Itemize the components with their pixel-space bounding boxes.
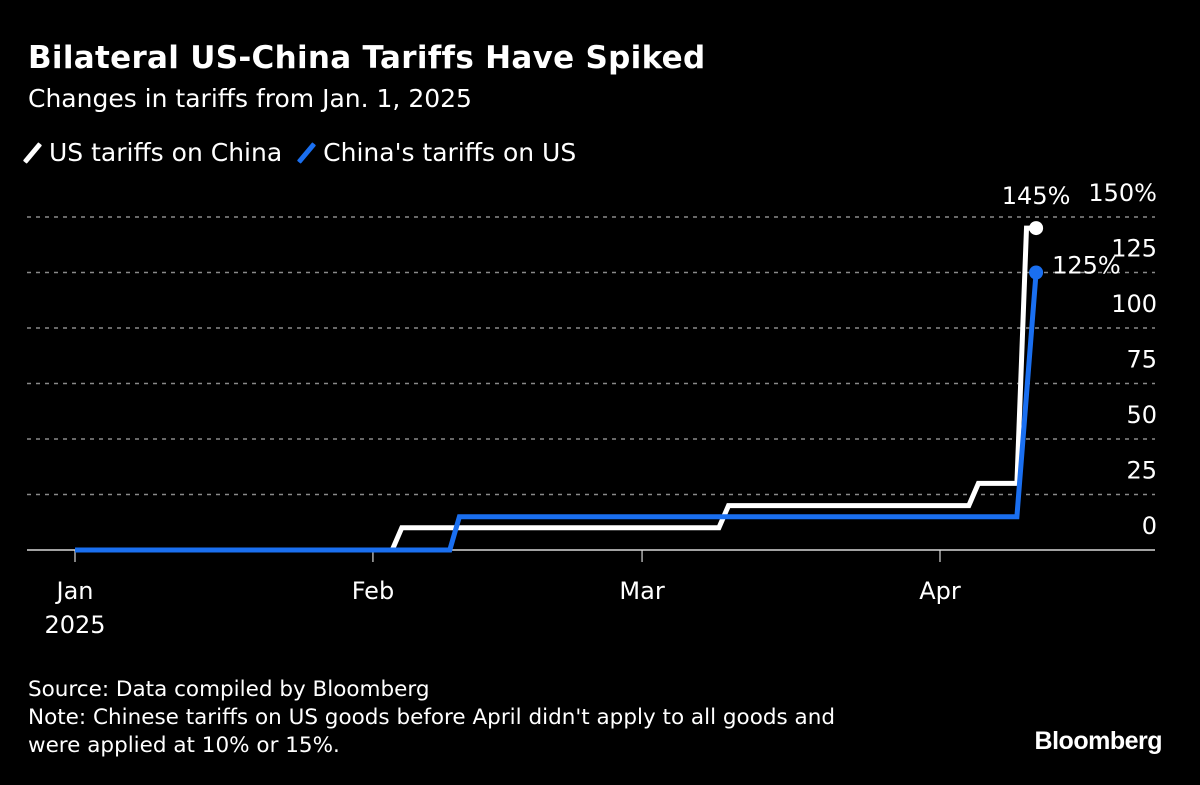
y-tick-label: 75: [1126, 346, 1157, 374]
series-line-1: [75, 272, 1039, 553]
x-tick-label: Jan: [55, 577, 94, 605]
legend: US tariffs on China China's tariffs on U…: [22, 138, 598, 167]
series-end-dot-0: [1029, 221, 1044, 236]
source-text: Source: Data compiled by Bloomberg: [28, 677, 430, 702]
legend-label-china: China's tariffs on US: [323, 138, 577, 167]
note-text-1: Note: Chinese tariffs on US goods before…: [28, 705, 835, 730]
y-tick-label: 0: [1142, 512, 1157, 540]
series-line-0: [75, 225, 1037, 553]
footer: Source: Data compiled by Bloomberg Note:…: [28, 676, 835, 760]
x-tick-label: Apr: [919, 577, 961, 605]
y-tick-label: 50: [1126, 401, 1157, 429]
x-tick-label: Mar: [619, 577, 664, 605]
series-end-dot-1: [1029, 265, 1044, 280]
bloomberg-logo: Bloomberg: [1034, 727, 1163, 755]
legend-label-us: US tariffs on China: [49, 138, 283, 167]
x-tick-label: Feb: [352, 577, 395, 605]
chart-title: Bilateral US-China Tariffs Have Spiked: [28, 40, 706, 76]
y-tick-label: 125: [1111, 235, 1157, 263]
series-end-label-1: 125%: [1052, 252, 1121, 280]
legend-item-china: China's tariffs on US: [297, 138, 577, 167]
series-end-label-0: 145%: [1002, 182, 1071, 210]
x-tick-sublabel: 2025: [44, 611, 105, 639]
y-tick-label: 100: [1111, 290, 1157, 318]
y-tick-label: 150%: [1088, 179, 1157, 207]
y-tick-label: 25: [1126, 457, 1157, 485]
legend-item-us: US tariffs on China: [22, 138, 283, 167]
chart-subtitle: Changes in tariffs from Jan. 1, 2025: [28, 84, 472, 113]
note-text-2: were applied at 10% or 15%.: [28, 733, 340, 758]
